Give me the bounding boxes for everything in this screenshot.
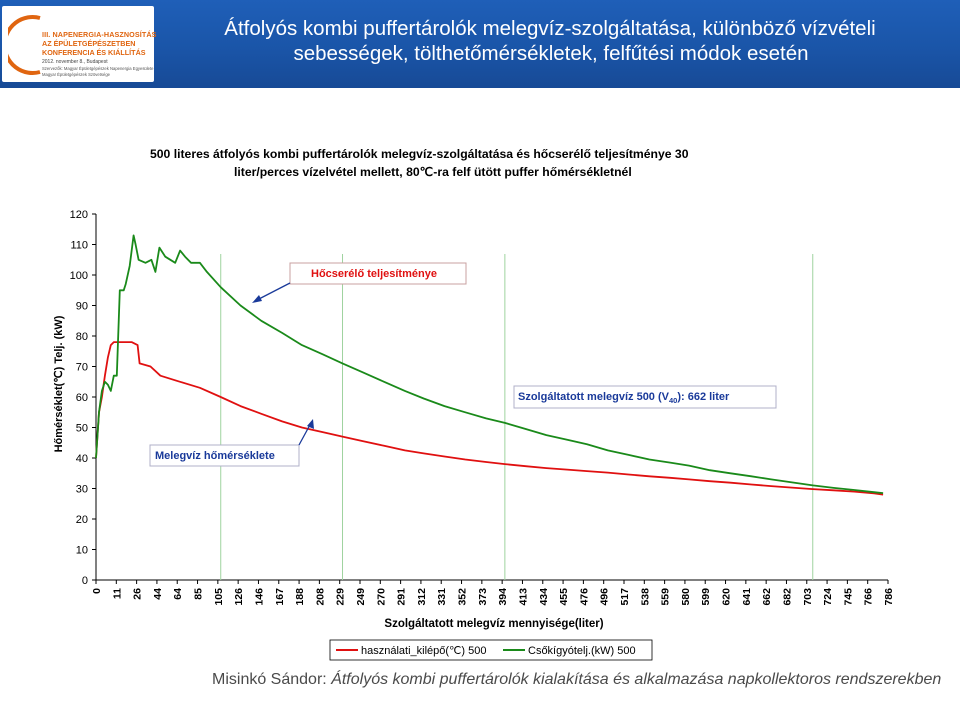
chart-legend: használati_kilépő(℃) 500 Csőkígyótelj.(k… <box>329 639 653 661</box>
x-tick-label-29: 580 <box>680 588 692 606</box>
annotation-volume-sub: 40 <box>669 396 677 405</box>
x-axis-ticks: 0 11 26 44 64 85 105 126 146 167 188 208 229 249 270 29… <box>91 580 895 606</box>
legend-label-red: használati_kilépő(℃) 500 <box>361 645 486 657</box>
x-tick-label-33: 662 <box>761 588 773 606</box>
y-tick-label-80: 80 <box>76 331 88 343</box>
x-tick-label-0: 0 <box>91 588 103 594</box>
annotation-volume-text: Szolgáltatott melegvíz 500 (V <box>518 391 670 403</box>
annotation-volume-after: ): 662 liter <box>677 391 730 403</box>
x-tick-label-15: 291 <box>396 588 408 606</box>
x-tick-label-8: 146 <box>253 588 265 606</box>
annotation-box-volume <box>513 385 777 409</box>
annotation-volume-label: Szolgáltatott melegvíz 500 (V40): 662 li… <box>518 391 730 405</box>
x-tick-label-34: 682 <box>781 588 793 606</box>
annotation-box-power <box>289 262 467 285</box>
x-tick-label-7: 126 <box>233 588 245 606</box>
y-tick-label-60: 60 <box>76 392 88 404</box>
y-tick-label-120: 120 <box>70 209 88 221</box>
x-tick-label-10: 188 <box>294 588 306 606</box>
x-tick-label-4: 64 <box>172 588 184 600</box>
x-tick-label-9: 167 <box>274 588 286 606</box>
slide-title: Átfolyós kombi puffertárolók melegvíz-sz… <box>0 16 960 66</box>
slide-title-line-1: Átfolyós kombi puffertárolók melegvíz-sz… <box>224 17 876 40</box>
slide-title-line-2: sebességek, tölthetőmérsékletek, felfűté… <box>293 42 809 65</box>
x-tick-label-28: 559 <box>660 588 672 606</box>
annotations: Hőcserélő teljesítménye Szolgáltatott me… <box>149 262 777 467</box>
y-tick-label-70: 70 <box>76 362 88 374</box>
x-tick-label-19: 373 <box>477 588 489 606</box>
x-tick-label-26: 517 <box>619 588 631 606</box>
annotation-temp-label: Melegvíz hőmérséklete <box>155 450 275 462</box>
x-axis-label: Szolgáltatott melegvíz mennyisége(liter) <box>384 618 603 630</box>
x-tick-label-11: 208 <box>314 588 326 606</box>
legend-label-green: Csőkígyótelj.(kW) 500 <box>528 645 636 657</box>
series-line-1 <box>95 234 884 494</box>
logo-line-4: 2012. november 8., Budapest <box>42 59 108 65</box>
x-tick-label-39: 786 <box>883 588 895 606</box>
footer-text: Átfolyós kombi puffertárolók kialakítása… <box>331 671 942 688</box>
x-tick-label-22: 434 <box>538 588 550 606</box>
conference-logo: III. NAPENERGIA-HASZNOSÍTÁS AZ ÉPÜLETGÉP… <box>2 6 157 82</box>
logo-line-6: Magyar Épületgépészek Szövetsége <box>42 72 110 77</box>
x-tick-label-1: 11 <box>111 588 123 599</box>
x-tick-label-35: 703 <box>802 588 814 606</box>
legend-box <box>329 639 653 661</box>
x-tick-label-12: 229 <box>335 588 347 606</box>
annotation-power-arrowhead <box>252 295 262 303</box>
chart-title-line-2: liter/perces vízelvétel mellett, 80℃-ra … <box>234 165 632 179</box>
x-tick-label-3: 44 <box>152 588 164 600</box>
x-tick-label-24: 476 <box>578 588 590 606</box>
annotation-box-temp <box>149 444 300 467</box>
slide-header: III. NAPENERGIA-HASZNOSÍTÁS AZ ÉPÜLETGÉP… <box>0 0 960 88</box>
y-tick-label-30: 30 <box>76 484 88 496</box>
x-tick-label-30: 599 <box>700 588 712 606</box>
x-tick-label-16: 312 <box>416 588 428 606</box>
y-tick-label-100: 100 <box>70 270 88 282</box>
x-tick-label-32: 641 <box>741 588 753 606</box>
x-tick-label-38: 766 <box>863 588 875 606</box>
x-tick-label-5: 85 <box>193 588 205 600</box>
x-tick-label-31: 620 <box>721 588 733 606</box>
x-tick-label-21: 413 <box>517 588 529 606</box>
y-tick-label-20: 20 <box>76 514 88 526</box>
y-tick-label-90: 90 <box>76 301 88 313</box>
y-tick-label-40: 40 <box>76 453 88 465</box>
annotation-power-label: Hőcserélő teljesítménye <box>311 268 437 280</box>
x-tick-label-23: 455 <box>558 588 570 606</box>
x-tick-label-36: 724 <box>822 588 834 606</box>
chart-panel: 500 literes átfolyós kombi puffertárolók… <box>36 132 902 672</box>
slide-footer: Misinkó Sándor: Átfolyós kombi puffertár… <box>212 671 941 689</box>
footer-author: Misinkó Sándor: <box>212 671 332 688</box>
logo-line-5: Szervezők: Magyar Épületgépészek Napener… <box>42 66 154 71</box>
y-tick-label-10: 10 <box>76 545 88 557</box>
x-tick-label-17: 331 <box>436 588 448 606</box>
gridlines <box>220 254 814 580</box>
series-lines <box>95 234 884 496</box>
x-tick-label-6: 105 <box>213 588 225 606</box>
line-chart: 500 literes átfolyós kombi puffertárolók… <box>53 147 895 661</box>
logo-line-2: AZ ÉPÜLETGÉPÉSZETBEN <box>42 39 136 48</box>
annotation-temp-arrowhead <box>307 419 314 429</box>
x-tick-label-37: 745 <box>842 588 854 606</box>
x-tick-label-25: 496 <box>599 588 611 606</box>
sun-ring-logo-icon <box>8 15 41 75</box>
x-tick-label-14: 270 <box>375 588 387 606</box>
logo-line-1: III. NAPENERGIA-HASZNOSÍTÁS <box>42 30 157 39</box>
y-tick-label-50: 50 <box>76 423 88 435</box>
chart-title-line-1: 500 literes átfolyós kombi puffertárolók… <box>150 147 689 161</box>
y-axis-ticks: 0 10 20 30 40 50 60 70 80 90 100 110 120 <box>70 209 96 587</box>
x-tick-label-13: 249 <box>355 588 367 606</box>
y-axis-label: Hőmérséklet(℃) Telj. (kW) <box>53 315 65 452</box>
annotation-power-arrow <box>256 282 291 301</box>
x-tick-label-20: 394 <box>497 588 509 606</box>
series-line-0 <box>95 341 884 496</box>
x-tick-label-2: 26 <box>132 588 144 600</box>
logo-line-3: KONFERENCIA ÉS KIÁLLÍTÁS <box>42 48 146 57</box>
y-tick-label-110: 110 <box>70 240 88 252</box>
x-tick-label-27: 538 <box>639 588 651 606</box>
y-tick-label-0: 0 <box>82 575 88 587</box>
x-tick-label-18: 352 <box>457 588 469 606</box>
